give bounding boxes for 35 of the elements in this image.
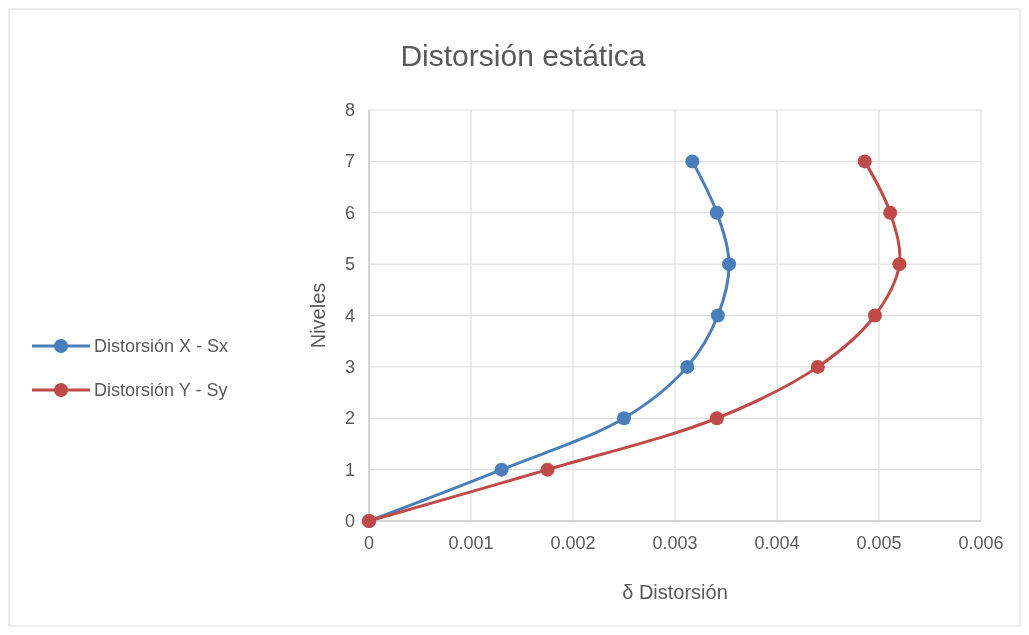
y-tick-label: 3 [344,356,355,377]
y-tick-label: 1 [344,459,355,480]
y-tick-label: 7 [344,151,355,172]
x-tick-label: 0.003 [652,533,698,553]
y-tick-label: 2 [344,408,355,429]
point [883,205,898,220]
y-tick-label: 8 [344,100,355,120]
x-tick-label: 0 [363,533,375,553]
y-tick-label: 4 [344,305,355,326]
x-tick-label: 0.005 [856,533,902,553]
point [494,462,509,477]
point [617,411,631,426]
y-tick-label: 6 [344,202,355,223]
point [867,308,882,323]
legend-label: Distorsión X - Sx [94,336,229,356]
legend-label: Distorsión Y - Sy [94,380,228,400]
x-tick-label: 0.002 [550,533,596,553]
point [722,257,737,272]
point [685,154,700,169]
chart-title: Distorsión estática [400,39,646,72]
x-axis-title: δ Distorsión [622,581,728,603]
point [810,359,825,374]
point [709,205,724,220]
point [680,359,695,374]
y-tick-label: 0 [344,511,355,531]
point [710,308,725,323]
y-tick-label: 5 [344,254,355,275]
point [857,154,872,169]
point [709,411,724,426]
x-tick-label: 0.004 [754,533,800,553]
x-tick-label: 0.006 [958,533,1004,553]
y-axis-title: Niveles [307,282,329,349]
x-tick-label: 0.001 [448,533,494,553]
point [540,462,555,477]
point [892,257,907,272]
